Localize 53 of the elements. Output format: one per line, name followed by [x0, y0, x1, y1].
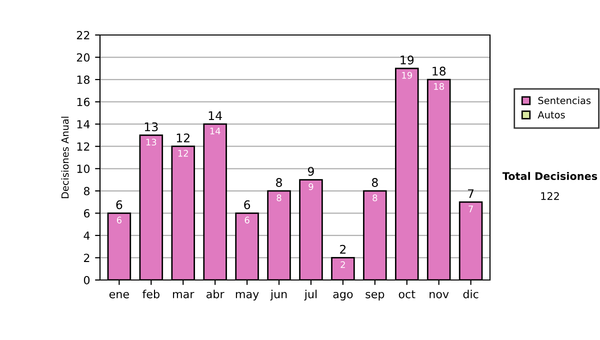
y-tick-label: 8 [84, 186, 90, 196]
total-label: 9 [308, 166, 314, 176]
total-label: 6 [116, 200, 122, 210]
x-tick-label: ago [333, 292, 353, 300]
data-label: 9 [308, 183, 314, 190]
data-label: 6 [244, 216, 250, 224]
y-tick-label: 4 [84, 232, 90, 240]
x-tick-label: mar [173, 292, 194, 298]
total-label: 7 [468, 189, 474, 198]
total-label: 6 [244, 200, 250, 210]
y-tick-label: 10 [77, 164, 90, 174]
data-label: 6 [116, 216, 122, 224]
data-label: 12 [178, 150, 188, 157]
total-label: 19 [400, 56, 414, 64]
y-tick-label: 20 [76, 53, 90, 62]
legend-label: Autos [538, 111, 565, 118]
x-tick-label: sep [366, 292, 384, 300]
x-tick-label: dic [463, 290, 478, 298]
x-tick-label: jun [270, 290, 287, 300]
total-label: 2 [340, 244, 346, 254]
text: 122 [541, 192, 559, 200]
y-tick-label: 6 [84, 209, 90, 218]
data-label: 13 [146, 138, 156, 146]
data-label: 8 [276, 194, 282, 202]
data-label: 18 [434, 83, 444, 90]
x-tick-label: may [236, 292, 259, 300]
y-axis-title: Decisiones Anual [61, 116, 69, 198]
data-label: 2 [340, 261, 345, 268]
x-tick-label: oct [398, 290, 416, 298]
data-label: 19 [402, 72, 412, 79]
total-label: 18 [432, 66, 446, 76]
legend-label: Sentencias [538, 96, 591, 104]
data-label: 7 [468, 206, 473, 212]
total-label: 14 [208, 111, 222, 120]
data-label: 8 [372, 194, 378, 202]
x-tick-label: nov [430, 292, 449, 298]
x-tick-label: jul [304, 290, 317, 300]
total-label: 8 [276, 178, 282, 187]
total-label: 8 [372, 178, 378, 187]
y-tick-label: 14 [77, 120, 90, 128]
y-tick-label: 12 [77, 142, 90, 151]
y-tick-label: 22 [76, 30, 90, 40]
y-tick-label: 18 [77, 76, 90, 84]
x-tick-label: feb [142, 290, 160, 298]
x-tick-label: ene [109, 292, 129, 298]
data-label: 14 [210, 128, 220, 134]
x-tick-label: abr [206, 290, 224, 298]
y-tick-label: 2 [84, 254, 90, 262]
y-tick-label: 0 [84, 276, 90, 284]
total-label: 13 [144, 122, 158, 132]
text: Total Decisiones [502, 172, 598, 180]
total-label: 12 [176, 133, 190, 142]
y-tick-label: 16 [77, 98, 90, 106]
